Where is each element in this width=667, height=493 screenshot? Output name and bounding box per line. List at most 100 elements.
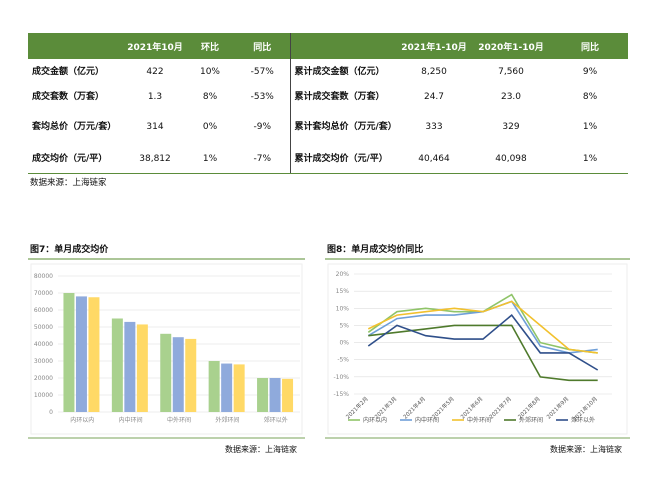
header-cell: 2021年10月	[125, 33, 185, 59]
legend-label: 郊环以外	[571, 416, 595, 424]
row-label: 成交金额（亿元）	[32, 66, 105, 77]
cell: -7%	[235, 145, 290, 174]
source-note: 数据来源：上海链家	[30, 178, 107, 188]
y-tick-label: 5%	[339, 322, 349, 329]
y-tick-label: 50000	[34, 324, 53, 331]
cell: 40,464	[398, 145, 470, 174]
header-cell: 环比	[185, 33, 235, 59]
cell: 333	[425, 122, 443, 132]
table-row: 成交套数（万套） 1.3 8% -53% 累计成交套数（万套） 24.7 23.0 8%	[28, 84, 628, 109]
legend-label: 外郊环间	[519, 416, 543, 424]
x-tick-label: 2021年7月	[487, 395, 513, 421]
row-label: 累计成交套数（万套）	[289, 84, 398, 109]
bar	[185, 338, 197, 412]
y-tick-label: -5%	[337, 357, 349, 364]
bar	[172, 337, 184, 412]
table-row: 套均总价（万元/套） 314 0% -9% 累计套均总价（万元/套） 333 329 1%	[28, 109, 628, 145]
cell: 1%	[552, 145, 628, 174]
bar	[269, 378, 281, 412]
bar	[221, 363, 233, 412]
row-label: 套均总价（万元/套）	[32, 122, 117, 132]
y-tick-label: 10000	[34, 392, 53, 399]
y-tick-label: 0	[49, 409, 53, 416]
cell: 0%	[202, 122, 218, 132]
header-cell: 同比	[552, 33, 628, 59]
cell: 422	[146, 66, 164, 77]
row-label: 成交套数（万套）	[32, 91, 105, 102]
row-label: 累计成交均价（元/平）	[289, 145, 398, 174]
x-tick-label: 郊环以外	[264, 416, 288, 424]
header-row: 2021年10月 环比 同比 2021年1-10月 2020年1-10月 同比	[28, 33, 628, 59]
bar	[160, 333, 172, 412]
chart-title: 图7：单月成交均价	[30, 243, 109, 255]
cell: 329	[502, 122, 520, 132]
chart-source: 数据来源：上海链家	[550, 444, 622, 454]
y-tick-label: -15%	[333, 391, 349, 398]
cell: -53%	[250, 91, 274, 102]
header-cell	[289, 33, 398, 59]
legend-label: 内中环间	[415, 416, 439, 424]
y-tick-label: 0%	[339, 340, 349, 347]
row-label: 成交均价（元/平）	[28, 145, 125, 174]
bar	[208, 361, 220, 412]
cell: -9%	[253, 122, 272, 132]
x-tick-label: 内环以内	[70, 416, 94, 424]
y-tick-label: 40000	[34, 341, 53, 348]
y-tick-label: 20%	[336, 271, 350, 278]
y-tick-label: 30000	[34, 358, 53, 365]
cell: -57%	[250, 66, 274, 77]
y-tick-label: 70000	[34, 290, 53, 297]
cell: 40,098	[470, 145, 552, 174]
x-tick-label: 外郊环间	[215, 416, 239, 424]
x-tick-label: 2021年9月	[545, 395, 571, 421]
cell: 8,250	[421, 66, 447, 77]
chart-frame	[327, 263, 628, 435]
table-row: 成交均价（元/平） 38,812 1% -7% 累计成交均价（元/平） 40,464 40,…	[28, 145, 628, 174]
cell: 38,812	[125, 145, 185, 174]
row-label: 累计成交金额（亿元）	[289, 59, 398, 84]
cell: 9%	[582, 66, 598, 77]
y-tick-label: 15%	[336, 288, 350, 295]
cell: 314	[146, 122, 164, 132]
cell: 10%	[199, 66, 220, 77]
cell: 7,560	[498, 66, 524, 77]
y-tick-label: 20000	[34, 375, 53, 382]
y-tick-label: 80000	[34, 273, 53, 280]
cell: 8%	[582, 91, 598, 102]
bar	[124, 321, 136, 412]
bar	[136, 324, 148, 412]
row-label: 累计套均总价（万元/套）	[289, 109, 398, 145]
line	[368, 324, 598, 382]
cell: 23.0	[500, 91, 522, 102]
chart-source: 数据来源：上海链家	[225, 444, 297, 454]
cell: 1.3	[147, 91, 163, 102]
x-tick-label: 中外环间	[167, 416, 191, 424]
bar	[88, 297, 100, 412]
legend-label: 中外环间	[467, 416, 491, 424]
cell: 8%	[202, 91, 218, 102]
header-cell: 同比	[235, 33, 290, 59]
header-cell: 2020年1-10月	[470, 33, 552, 59]
bar	[233, 364, 245, 412]
line	[367, 300, 598, 354]
bar	[111, 318, 123, 412]
table-row: 成交金额（亿元） 422 10% -57% 累计成交金额（亿元） 8,250 7,560 9%	[28, 59, 628, 84]
chart-frame	[30, 263, 303, 435]
cell: 24.7	[423, 91, 445, 102]
header-cell: 2021年1-10月	[398, 33, 470, 59]
y-tick-label: 10%	[336, 305, 350, 312]
header-cell	[28, 33, 125, 59]
bar	[282, 378, 294, 412]
line	[367, 313, 599, 371]
bar	[75, 296, 87, 412]
y-tick-label: 60000	[34, 307, 53, 314]
cell: 1%	[582, 122, 598, 132]
data-table: 2021年10月 环比 同比 2021年1-10月 2020年1-10月 同比 成交金额（…	[28, 33, 628, 174]
y-tick-label: -10%	[333, 374, 349, 381]
bar	[257, 378, 269, 412]
bar	[63, 293, 75, 412]
chart-title: 图8：单月成交均价同比	[327, 243, 423, 255]
x-tick-label: 内中环间	[119, 416, 143, 424]
